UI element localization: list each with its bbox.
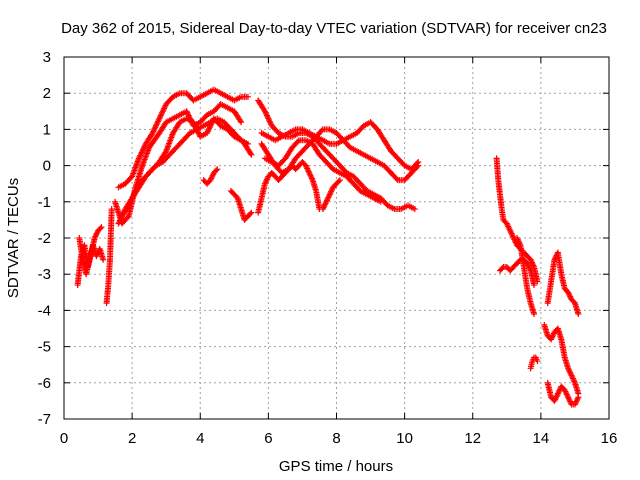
data-point bbox=[248, 151, 255, 158]
data-point bbox=[516, 257, 523, 264]
series-arc-10 bbox=[255, 158, 323, 216]
x-tick-label: 16 bbox=[601, 430, 618, 447]
series-arc-3 bbox=[103, 206, 115, 307]
data-point bbox=[100, 256, 107, 263]
data-point bbox=[237, 117, 244, 124]
data-point bbox=[248, 209, 255, 216]
y-tick-label: 1 bbox=[43, 121, 51, 138]
data-point bbox=[575, 311, 582, 318]
series-arc-12 bbox=[258, 126, 422, 184]
y-axis-title: SDTVAR / TECUs bbox=[5, 178, 22, 298]
y-tick-label: -7 bbox=[38, 411, 51, 428]
series-arc-22 bbox=[544, 379, 582, 408]
data-point bbox=[534, 358, 541, 365]
series-arc-14 bbox=[261, 137, 384, 205]
y-tick-label: -2 bbox=[38, 230, 51, 247]
series-arc-5 bbox=[115, 86, 251, 191]
chart-title: Day 362 of 2015, Sidereal Day-to-day VTE… bbox=[61, 20, 607, 37]
data-point bbox=[531, 311, 538, 318]
y-tick-label: 0 bbox=[43, 158, 51, 175]
data-point bbox=[575, 394, 582, 401]
series-arc-15 bbox=[319, 177, 343, 213]
y-tick-label: -6 bbox=[38, 375, 51, 392]
series-arc-8 bbox=[200, 166, 221, 187]
series-arc-18 bbox=[514, 235, 538, 318]
series-arc-16 bbox=[493, 155, 541, 285]
y-tick-label: -3 bbox=[38, 266, 51, 283]
data-point bbox=[336, 177, 343, 184]
x-tick-label: 4 bbox=[196, 430, 204, 447]
data-point bbox=[415, 158, 422, 165]
series-arc-21 bbox=[541, 321, 582, 397]
data-point bbox=[108, 206, 115, 213]
series-arc-9 bbox=[227, 187, 255, 223]
x-tick-label: 2 bbox=[128, 430, 136, 447]
series-arc-19 bbox=[527, 354, 541, 372]
series-arc-13 bbox=[258, 119, 422, 173]
data-marks bbox=[74, 86, 582, 408]
y-tick-label: -1 bbox=[38, 194, 51, 211]
series-arc-20 bbox=[544, 249, 582, 318]
x-tick-label: 8 bbox=[332, 430, 340, 447]
grid-lines bbox=[64, 57, 609, 419]
data-point bbox=[411, 206, 418, 213]
series-arc-2 bbox=[76, 235, 107, 278]
x-tick-label: 14 bbox=[533, 430, 550, 447]
x-tick-label: 10 bbox=[396, 430, 413, 447]
y-tick-label: -5 bbox=[38, 339, 51, 356]
y-tick-label: 3 bbox=[43, 49, 51, 66]
data-point bbox=[499, 265, 506, 272]
series-arc-7 bbox=[118, 115, 255, 220]
data-point bbox=[213, 167, 220, 174]
data-point bbox=[335, 178, 342, 185]
data-point bbox=[294, 138, 301, 145]
data-point bbox=[377, 198, 384, 205]
data-point bbox=[393, 175, 400, 182]
plot-frame bbox=[63, 56, 610, 420]
x-axis-title: GPS time / hours bbox=[279, 458, 393, 475]
data-point bbox=[414, 160, 421, 167]
x-tick-label: 6 bbox=[264, 430, 272, 447]
y-tick-label: 2 bbox=[43, 85, 51, 102]
data-point bbox=[238, 119, 245, 126]
data-point bbox=[318, 127, 325, 134]
x-tick-label: 0 bbox=[60, 430, 68, 447]
data-point bbox=[531, 282, 538, 289]
data-point bbox=[247, 210, 254, 217]
data-point bbox=[98, 224, 105, 231]
x-tick-label: 12 bbox=[464, 430, 481, 447]
data-point bbox=[244, 93, 251, 100]
y-tick-label: -4 bbox=[38, 302, 51, 319]
data-point bbox=[97, 225, 104, 232]
data-point bbox=[247, 150, 254, 157]
data-point bbox=[214, 166, 221, 173]
